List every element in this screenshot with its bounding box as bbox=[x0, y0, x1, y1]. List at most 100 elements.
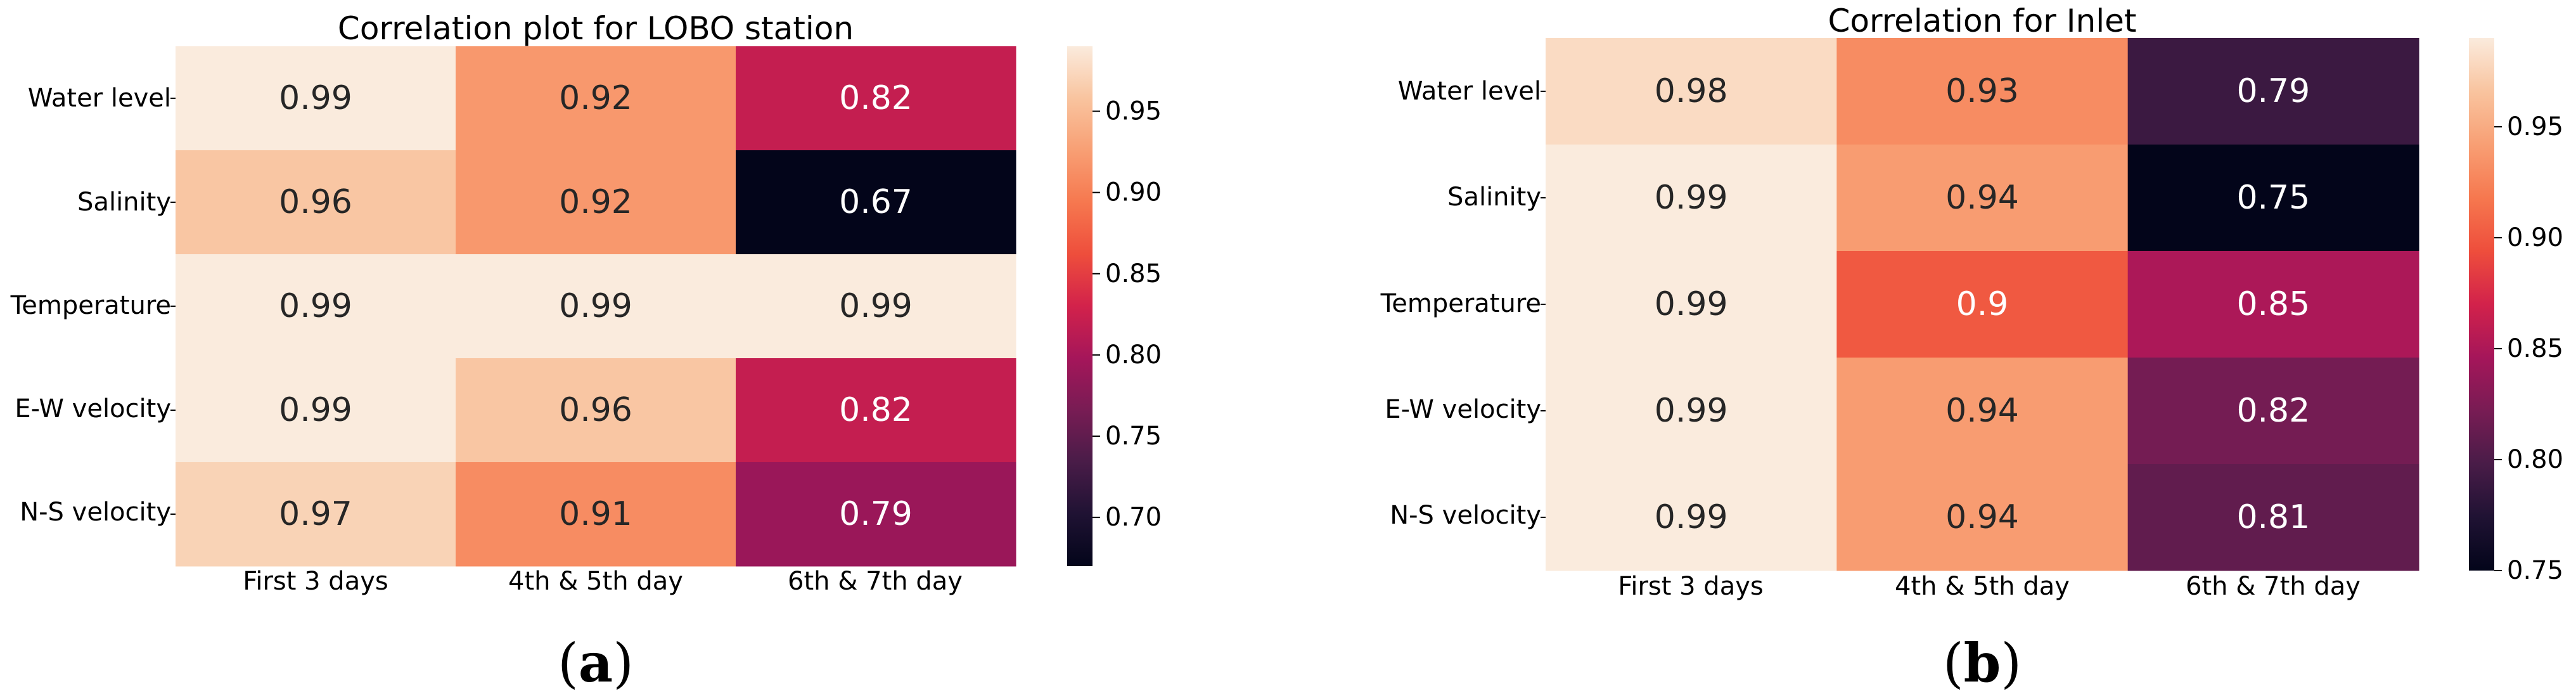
chart-title: Correlation for Inlet bbox=[1828, 3, 2137, 39]
chart-title: Correlation plot for LOBO station bbox=[338, 10, 854, 47]
colorbar bbox=[1067, 46, 1093, 566]
colorbar-tick-label: 0.70 bbox=[1105, 503, 1162, 532]
colorbar-ticks: 0.75 0.80 0.85 0.90 0.95 bbox=[2494, 112, 2563, 585]
heatmap-cell bbox=[1546, 251, 1837, 358]
cell-value-label: 0.82 bbox=[839, 79, 913, 117]
heatmap-cell bbox=[736, 462, 1016, 567]
colorbar-tick-label: 0.85 bbox=[2507, 334, 2563, 363]
cell-value-label: 0.99 bbox=[1655, 179, 1728, 217]
column-label: First 3 days bbox=[1618, 572, 1763, 601]
cell-value-label: 0.93 bbox=[1945, 72, 2019, 110]
heatmap-cell bbox=[456, 462, 736, 567]
cell-value-label: 0.98 bbox=[1655, 72, 1728, 110]
cell-value-label: 0.99 bbox=[1655, 285, 1728, 323]
colorbar-tick-label: 0.75 bbox=[2507, 556, 2563, 585]
heatmap-panel-b: Correlation for Inlet 0.98 0.93 0.790.99 0.… bbox=[1380, 3, 2563, 694]
cell-value-label: 0.67 bbox=[839, 183, 913, 221]
row-label: Water level bbox=[1398, 77, 1541, 106]
heatmap-cell bbox=[736, 150, 1016, 255]
cell-value-label: 0.96 bbox=[559, 391, 632, 429]
row-labels: Water level Salinity Temperature E-W vel… bbox=[1380, 77, 1546, 530]
cell-value-label: 0.99 bbox=[559, 287, 632, 325]
cell-value-label: 0.79 bbox=[2236, 72, 2310, 110]
cell-value-label: 0.81 bbox=[2236, 498, 2310, 536]
heatmap-cell bbox=[1836, 251, 2129, 358]
cell-value-label: 0.9 bbox=[1956, 285, 2009, 323]
heatmap-cell bbox=[1836, 358, 2129, 465]
cell-value-label: 0.75 bbox=[2236, 179, 2310, 217]
heatmap-cell bbox=[176, 254, 456, 359]
column-labels: First 3 days 4th & 5th day 6th & 7th day bbox=[243, 567, 963, 596]
panel-label-b: (b) bbox=[1943, 631, 2022, 694]
row-label: Salinity bbox=[77, 188, 171, 217]
cell-value-label: 0.99 bbox=[839, 287, 913, 325]
row-label: N-S velocity bbox=[20, 498, 171, 527]
heatmap-cell bbox=[1546, 358, 1837, 465]
cell-value-label: 0.94 bbox=[1945, 179, 2019, 217]
colorbar-tick-label: 0.90 bbox=[1105, 178, 1162, 207]
column-labels: First 3 days 4th & 5th day 6th & 7th day bbox=[1618, 572, 2361, 601]
cell-value-label: 0.99 bbox=[279, 287, 352, 325]
cell-value-label: 0.79 bbox=[839, 495, 913, 533]
heatmap-cell bbox=[176, 462, 456, 567]
heatmap-cell bbox=[2127, 145, 2419, 252]
colorbar-tick-label: 0.90 bbox=[2507, 223, 2563, 252]
row-label: Salinity bbox=[1447, 183, 1541, 212]
cell-value-label: 0.82 bbox=[2236, 392, 2310, 430]
cell-value-label: 0.96 bbox=[279, 183, 352, 221]
cell-value-label: 0.82 bbox=[839, 391, 913, 429]
cell-value-label: 0.85 bbox=[2236, 285, 2310, 323]
heatmap-cell bbox=[176, 358, 456, 463]
heatmap-cell bbox=[1836, 464, 2129, 571]
heatmap-cell bbox=[2127, 358, 2419, 465]
colorbar-tick-label: 0.80 bbox=[2507, 445, 2563, 474]
column-label: 4th & 5th day bbox=[508, 567, 683, 596]
heatmap-cell bbox=[456, 150, 736, 255]
row-labels: Water level Salinity Temperature E-W vel… bbox=[10, 84, 176, 527]
column-label: 6th & 7th day bbox=[788, 567, 963, 596]
colorbar-tick-label: 0.95 bbox=[2507, 112, 2563, 141]
colorbar-ticks: 0.70 0.75 0.80 0.85 0.90 0.95 bbox=[1093, 97, 1162, 532]
row-label: Temperature bbox=[10, 291, 171, 320]
heatmap-cell bbox=[1546, 38, 1837, 145]
column-label: First 3 days bbox=[243, 567, 388, 596]
row-label: E-W velocity bbox=[1385, 395, 1541, 424]
colorbar bbox=[2469, 38, 2494, 571]
heatmap-cell bbox=[2127, 464, 2419, 571]
heatmap-cells: 0.99 0.92 0.82 0.96 0.92 0.67 0.99 0.99 0.99 0.99… bbox=[176, 46, 1016, 567]
row-label: N-S velocity bbox=[1390, 501, 1541, 530]
heatmap-cell bbox=[176, 150, 456, 255]
column-label: 4th & 5th day bbox=[1895, 572, 2070, 601]
colorbar-tick-label: 0.80 bbox=[1105, 340, 1162, 370]
cell-value-label: 0.92 bbox=[559, 183, 632, 221]
heatmap-cell bbox=[736, 254, 1016, 359]
heatmap-cell bbox=[2127, 251, 2419, 358]
cell-value-label: 0.99 bbox=[1655, 498, 1728, 536]
cell-value-label: 0.94 bbox=[1945, 498, 2019, 536]
heatmap-cell bbox=[736, 46, 1016, 151]
panel-label-a: (a) bbox=[558, 631, 634, 694]
heatmap-cell bbox=[1546, 464, 1837, 571]
cell-value-label: 0.91 bbox=[559, 495, 632, 533]
heatmap-cell bbox=[176, 46, 456, 151]
heatmap-cell bbox=[456, 254, 736, 359]
heatmap-cell bbox=[736, 358, 1016, 463]
colorbar-tick-label: 0.95 bbox=[1105, 97, 1162, 126]
cell-value-label: 0.99 bbox=[1655, 392, 1728, 430]
cell-value-label: 0.99 bbox=[279, 79, 352, 117]
colorbar-tick-label: 0.75 bbox=[1105, 422, 1162, 451]
column-label: 6th & 7th day bbox=[2186, 572, 2361, 601]
heatmap-cell bbox=[456, 358, 736, 463]
colorbar-tick-label: 0.85 bbox=[1105, 259, 1162, 288]
heatmap-cell bbox=[1546, 145, 1837, 252]
row-label: Temperature bbox=[1380, 289, 1541, 318]
heatmap-cell bbox=[2127, 38, 2419, 145]
heatmap-panel-a: Correlation plot for LOBO station 0.99 0.… bbox=[10, 10, 1162, 694]
cell-value-label: 0.97 bbox=[279, 495, 352, 533]
heatmap-cell bbox=[1836, 145, 2129, 252]
heatmap-cells: 0.98 0.93 0.79 0.99 0.94 0.75 0.99 0.9 0.85 0.99 0… bbox=[1546, 38, 2419, 571]
cell-value-label: 0.92 bbox=[559, 79, 632, 117]
heatmap-cell bbox=[456, 46, 736, 151]
row-label: Water level bbox=[28, 84, 171, 113]
